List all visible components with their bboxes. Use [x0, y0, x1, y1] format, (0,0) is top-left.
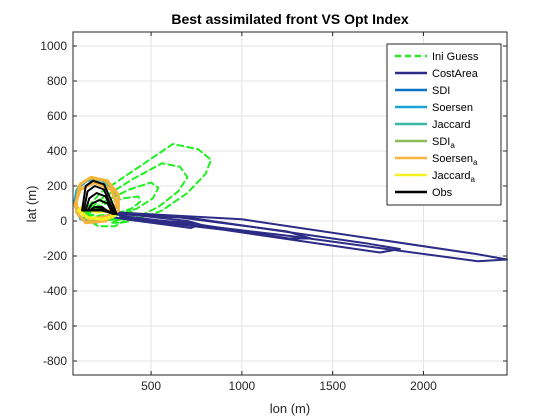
y-tick-label: -200	[43, 249, 67, 263]
y-tick-label: 600	[47, 109, 67, 123]
chart-title: Best assimilated front VS Opt Index	[171, 11, 408, 27]
series-ini_guess-line	[86, 195, 142, 217]
axes-box	[72, 31, 508, 376]
series-layer	[72, 143, 508, 263]
legend-label-jaccard_a: Jaccarda	[432, 170, 476, 184]
legend-label-subscript: a	[473, 158, 478, 167]
series-obs	[81, 179, 118, 215]
legend-label-text: Soersen	[432, 153, 473, 165]
y-tick-label: -600	[43, 319, 67, 333]
legend-label-text: Soersen	[432, 102, 473, 114]
series-ini_guess-line	[82, 162, 189, 221]
x-tick-label: 2000	[410, 379, 437, 393]
series-soersen_a-line	[75, 175, 120, 225]
legend-label-text: Jaccard	[432, 119, 471, 131]
series-obs-line	[88, 206, 111, 214]
y-tick-label: -800	[43, 354, 67, 368]
y-tick-label: -400	[43, 284, 67, 298]
series-cost_area-line	[115, 213, 401, 254]
legend-label-text: Ini Guess	[432, 51, 479, 63]
legend-label-jaccard: Jaccard	[432, 119, 471, 131]
legend-label-subscript: a	[471, 175, 476, 184]
legend-label-text: Obs	[432, 187, 453, 199]
legend-label-text: SDI	[432, 136, 450, 148]
x-tick-label: 1000	[229, 379, 256, 393]
x-axis-label: lon (m)	[270, 401, 310, 416]
legend-label-text: Jaccard	[432, 170, 471, 182]
series-cost_area	[113, 211, 508, 263]
x-tick-label: 500	[141, 379, 161, 393]
y-tick-label: 0	[60, 214, 67, 228]
legend: Ini GuessCostAreaSDISoersenJaccardSDIaSo…	[386, 43, 502, 206]
series-obs-line	[86, 199, 113, 214]
y-axis-label: lat (m)	[24, 186, 39, 223]
legend-label-cost_area: CostArea	[432, 68, 479, 80]
legend-label-obs: Obs	[432, 187, 453, 199]
series-cost_area-line	[113, 211, 508, 263]
y-tick-label: 800	[47, 74, 67, 88]
legend-label-text: SDI	[432, 85, 450, 97]
y-tick-label: 400	[47, 144, 67, 158]
legend-label-subscript: a	[450, 141, 455, 150]
legend-label-sdi_a: SDIa	[432, 136, 455, 150]
legend-label-sdi: SDI	[432, 85, 450, 97]
y-ticks: -800 -600 -400 -200 0 200 400 600 800 1000	[40, 39, 507, 368]
series-obs-line	[82, 185, 116, 215]
legend-label-text: CostArea	[432, 68, 479, 80]
y-tick-label: 1000	[40, 39, 67, 53]
legend-label-ini_guess: Ini Guess	[432, 51, 479, 63]
series-ini_guess-line	[82, 216, 125, 228]
x-ticks: 500 1000 1500 2000	[141, 32, 437, 393]
legend-label-soersen_a: Soersena	[432, 153, 478, 167]
legend-label-soersen: Soersen	[432, 102, 473, 114]
y-tick-label: 200	[47, 179, 67, 193]
x-tick-label: 1500	[319, 379, 346, 393]
